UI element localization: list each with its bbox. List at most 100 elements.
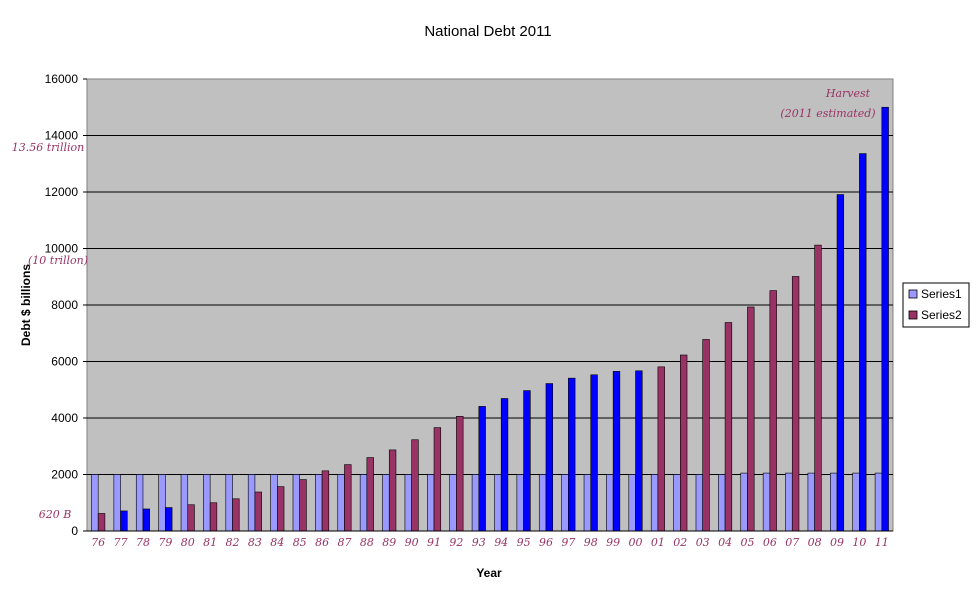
bar-blue-09 bbox=[836, 194, 845, 532]
bar-series1-80 bbox=[180, 474, 189, 532]
bar-blue-78 bbox=[142, 508, 150, 532]
bar-series2-76 bbox=[97, 513, 106, 532]
x-tick-label-84: 84 bbox=[270, 536, 284, 549]
bar-series1-90 bbox=[404, 474, 412, 532]
bar-series1-08 bbox=[807, 472, 815, 532]
legend-swatch-series2 bbox=[908, 310, 918, 320]
legend-swatch-series1 bbox=[908, 289, 918, 299]
x-tick-label-08: 08 bbox=[808, 536, 822, 549]
x-tick-label-93: 93 bbox=[472, 536, 486, 549]
bar-series2-04 bbox=[724, 322, 733, 532]
y-tick-label-6000: 6000 bbox=[51, 355, 78, 369]
legend-label-series1: Series1 bbox=[921, 287, 962, 301]
x-tick-label-96: 96 bbox=[539, 536, 553, 549]
bar-series2-90 bbox=[411, 439, 419, 532]
bar-series1-07 bbox=[785, 472, 793, 532]
bar-series1-92 bbox=[449, 474, 457, 532]
annotation-0: 13.56 trillion bbox=[12, 141, 84, 154]
x-tick-label-91: 91 bbox=[427, 536, 441, 549]
bar-series2-87 bbox=[344, 464, 352, 532]
bar-series2-92 bbox=[456, 416, 464, 532]
bar-series2-83 bbox=[254, 491, 262, 532]
bar-series1-91 bbox=[427, 474, 435, 532]
x-tick-label-05: 05 bbox=[740, 536, 754, 549]
bar-blue-11 bbox=[881, 106, 889, 532]
y-tick-label-8000: 8000 bbox=[51, 298, 78, 312]
bar-series1-05 bbox=[740, 472, 748, 532]
bar-series1-02 bbox=[673, 474, 681, 532]
bar-series2-85 bbox=[299, 479, 307, 532]
bar-blue-93 bbox=[478, 406, 486, 532]
bar-series2-02 bbox=[680, 354, 688, 532]
x-tick-label-09: 09 bbox=[830, 536, 844, 549]
y-axis-title: Debt $ billions bbox=[19, 264, 33, 346]
x-axis-title: Year bbox=[476, 566, 502, 580]
bar-series1-03 bbox=[695, 474, 703, 532]
x-tick-label-99: 99 bbox=[606, 536, 620, 549]
x-tick-label-80: 80 bbox=[181, 536, 195, 549]
legend-label-series2: Series2 bbox=[921, 308, 962, 322]
annotation-2: 620 B bbox=[39, 508, 72, 521]
bar-series1-87 bbox=[337, 474, 345, 532]
bar-series1-83 bbox=[247, 474, 256, 532]
x-tick-label-94: 94 bbox=[494, 536, 508, 549]
bar-series2-84 bbox=[277, 486, 285, 532]
bar-series1-00 bbox=[628, 474, 636, 532]
y-tick-label-14000: 14000 bbox=[45, 129, 79, 143]
x-tick-label-89: 89 bbox=[382, 536, 396, 549]
bar-blue-99 bbox=[612, 371, 621, 532]
bar-series2-08 bbox=[814, 244, 822, 532]
bar-blue-96 bbox=[545, 383, 553, 532]
annotations: 13.56 trillion (10 trillon) 620 B Harvest (2… bbox=[12, 87, 876, 521]
x-tick-label-83: 83 bbox=[248, 536, 262, 549]
x-tick-label-06: 06 bbox=[763, 536, 777, 549]
gridlines bbox=[87, 135, 893, 475]
bar-series1-86 bbox=[315, 474, 323, 532]
x-tick-label-04: 04 bbox=[718, 536, 732, 549]
bar-series1-10 bbox=[852, 472, 860, 532]
bar-series2-88 bbox=[366, 457, 374, 532]
bar-series1-82 bbox=[225, 474, 233, 532]
annotation-4: (2011 estimated) bbox=[780, 107, 875, 120]
bar-blue-00 bbox=[635, 370, 643, 532]
chart-title: National Debt 2011 bbox=[424, 23, 551, 40]
bar-series2-03 bbox=[702, 339, 710, 532]
bar-blue-94 bbox=[500, 398, 509, 532]
x-tick-label-90: 90 bbox=[405, 536, 419, 549]
x-tick-label-02: 02 bbox=[673, 536, 687, 549]
bar-series1-96 bbox=[538, 474, 547, 532]
bar-series1-97 bbox=[561, 474, 569, 532]
bar-series1-81 bbox=[203, 474, 211, 532]
x-tick-label-97: 97 bbox=[561, 536, 575, 549]
bar-series1-78 bbox=[135, 474, 144, 532]
bar-series2-07 bbox=[791, 276, 800, 532]
y-axis-ticks: 0 2000 4000 6000 8000 10000 12000 14000 16000 bbox=[45, 72, 87, 538]
bar-series1-76 bbox=[91, 474, 99, 532]
bar-blue-79 bbox=[165, 507, 173, 532]
bar-series1-01 bbox=[650, 474, 659, 532]
x-tick-label-00: 00 bbox=[629, 536, 643, 549]
bar-series1-98 bbox=[583, 474, 592, 532]
bar-series2-80 bbox=[187, 504, 195, 532]
x-tick-label-92: 92 bbox=[449, 536, 463, 549]
y-tick-label-4000: 4000 bbox=[51, 411, 78, 425]
bar-series2-89 bbox=[388, 449, 397, 532]
x-tick-label-03: 03 bbox=[696, 536, 710, 549]
bar-series1-06 bbox=[762, 472, 771, 532]
bar-series1-84 bbox=[270, 474, 278, 532]
x-axis-ticks: 76 77 78 79 80 81 82 83 84 85 86 87 88 89 90 91 92 93 94 95… bbox=[91, 536, 889, 549]
bar-series1-09 bbox=[830, 472, 838, 532]
x-tick-label-95: 95 bbox=[517, 536, 531, 549]
bar-series1-79 bbox=[158, 474, 166, 532]
bars bbox=[87, 106, 893, 532]
bar-blue-98 bbox=[590, 374, 598, 532]
x-tick-label-98: 98 bbox=[584, 536, 598, 549]
bar-series2-06 bbox=[769, 290, 777, 532]
x-tick-label-07: 07 bbox=[785, 536, 799, 549]
bar-blue-97 bbox=[568, 377, 576, 532]
bar-series1-04 bbox=[718, 474, 726, 532]
bar-blue-95 bbox=[523, 390, 531, 532]
bar-blue-10 bbox=[859, 153, 867, 532]
bar-series1-11 bbox=[874, 472, 883, 532]
